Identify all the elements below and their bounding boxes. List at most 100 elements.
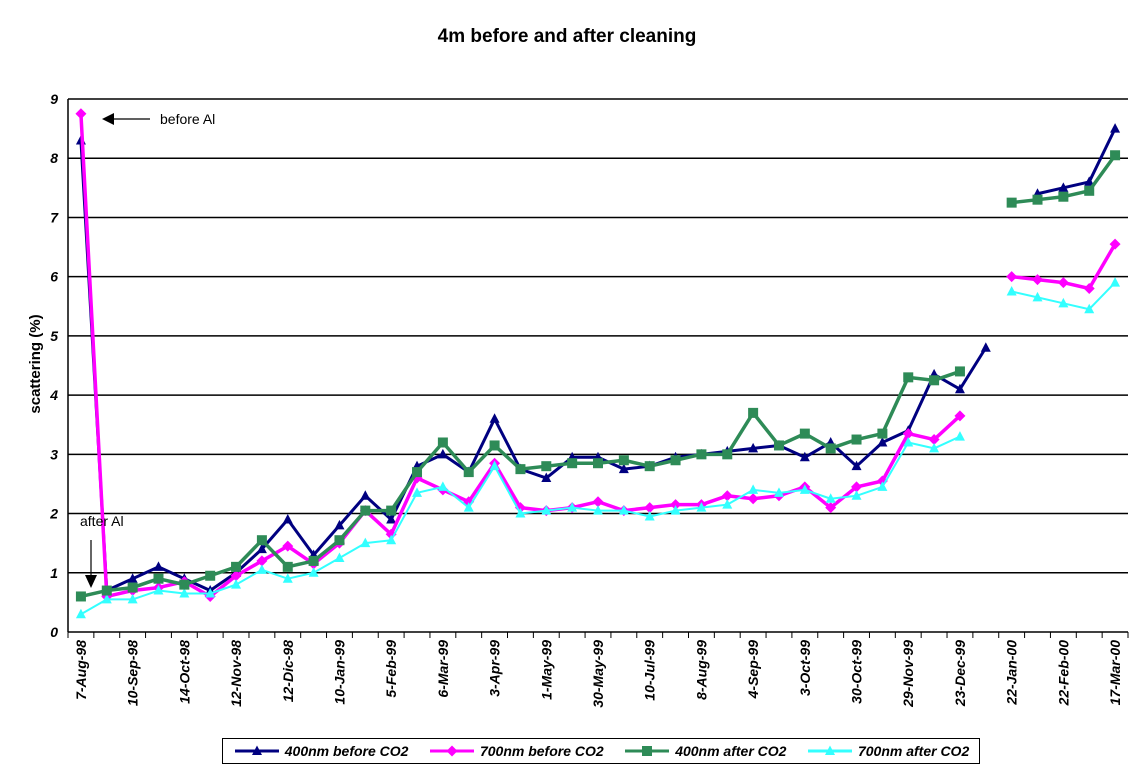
data-point <box>1032 291 1043 302</box>
data-point <box>670 455 681 466</box>
legend-swatch <box>625 746 670 756</box>
data-point <box>670 499 682 511</box>
data-point <box>773 440 784 451</box>
y-tick-label: 0 <box>50 624 58 640</box>
data-point <box>903 372 914 383</box>
legend-marker <box>642 746 653 756</box>
series-line <box>79 140 988 593</box>
legend-marker <box>251 745 262 755</box>
legend-item: 700nm after CO2 <box>806 743 969 759</box>
data-point <box>748 442 759 453</box>
data-point <box>101 585 112 596</box>
y-tick-label: 5 <box>50 328 58 344</box>
legend-item: 400nm after CO2 <box>623 743 786 759</box>
data-point <box>1058 191 1069 202</box>
data-point <box>1058 297 1069 308</box>
y-tick-label: 1 <box>50 565 58 581</box>
data-point <box>748 484 759 494</box>
data-point <box>799 451 810 462</box>
x-tick-label: 10-Sep-98 <box>125 640 141 706</box>
data-point <box>929 442 940 453</box>
series-line <box>79 113 962 599</box>
x-tick-label: 10-Jul-99 <box>642 640 658 701</box>
x-tick-label: 12-Dic-98 <box>280 640 296 702</box>
series-line <box>1037 127 1117 196</box>
y-axis-label: scattering (%) <box>27 314 44 413</box>
data-point <box>256 535 267 546</box>
data-point <box>256 564 267 574</box>
x-tick-label: 29-Nov-99 <box>900 640 916 708</box>
data-point <box>153 573 164 584</box>
data-point <box>489 413 500 423</box>
data-point <box>231 579 242 589</box>
data-point <box>1109 238 1121 250</box>
series-line <box>80 369 961 599</box>
data-point <box>1057 277 1069 289</box>
legend-swatch <box>429 745 474 757</box>
data-point <box>489 440 500 451</box>
data-point <box>644 511 655 521</box>
x-tick-label: 1-May-99 <box>538 640 554 700</box>
data-point <box>567 458 578 469</box>
after-al-label: after Al <box>80 513 124 529</box>
data-point <box>722 449 733 460</box>
data-point <box>851 434 862 445</box>
after-al-arrowhead <box>85 575 97 588</box>
data-point <box>980 342 991 352</box>
data-point <box>721 490 733 502</box>
data-point <box>386 505 397 516</box>
data-point <box>1058 182 1069 192</box>
series-400nm-after-co2 <box>75 150 1121 602</box>
data-point <box>1110 150 1121 161</box>
data-point <box>593 505 603 515</box>
y-tick-label: 2 <box>49 506 58 522</box>
data-point <box>618 463 629 474</box>
data-point <box>515 508 526 518</box>
data-point <box>747 493 759 505</box>
data-point <box>463 502 474 512</box>
data-point <box>463 467 474 478</box>
data-point <box>437 437 448 448</box>
data-point <box>231 561 242 572</box>
legend: 400nm before CO2 700nm before CO2 400nm af… <box>222 738 980 764</box>
data-point <box>386 534 397 545</box>
series-400nm-before-co2 <box>75 123 1121 595</box>
data-point <box>644 461 655 472</box>
data-point <box>230 570 242 582</box>
data-point <box>851 490 862 500</box>
data-point <box>954 366 965 377</box>
data-point <box>412 487 423 497</box>
x-tick-label: 6-Mar-99 <box>435 640 451 698</box>
data-point <box>877 428 888 439</box>
legend-item: 400nm before CO2 <box>233 743 408 759</box>
data-point <box>696 449 707 460</box>
series-700nm-before-co2 <box>75 108 1121 602</box>
legend-marker <box>446 745 458 757</box>
data-point <box>127 573 138 583</box>
data-point <box>412 467 423 478</box>
data-point <box>205 588 216 598</box>
data-point <box>567 502 578 512</box>
data-point <box>334 535 345 546</box>
series-layer <box>75 108 1121 619</box>
data-point <box>825 502 837 514</box>
data-point <box>75 108 87 120</box>
data-point <box>670 505 681 515</box>
data-point <box>1032 194 1043 205</box>
legend-item: 700nm before CO2 <box>428 743 604 759</box>
x-tick-labels: 7-Aug-98 10-Sep-98 14-Oct-98 12-Nov-98 12-Di… <box>73 640 1123 708</box>
x-tick-label: 3-Apr-99 <box>487 640 503 697</box>
x-tick-label: 5-Feb-99 <box>383 640 399 698</box>
before-al-label: before Al <box>160 111 215 127</box>
data-point <box>282 540 294 552</box>
data-point <box>360 537 371 548</box>
data-point <box>1083 283 1095 295</box>
data-point <box>722 499 733 509</box>
x-tick-label: 7-Aug-98 <box>73 640 89 700</box>
y-tick-label: 3 <box>50 446 58 462</box>
data-point <box>696 502 707 512</box>
annotations: before Al after Al <box>80 111 215 588</box>
data-point <box>1084 303 1095 314</box>
data-point <box>282 513 293 524</box>
data-point <box>179 579 190 590</box>
